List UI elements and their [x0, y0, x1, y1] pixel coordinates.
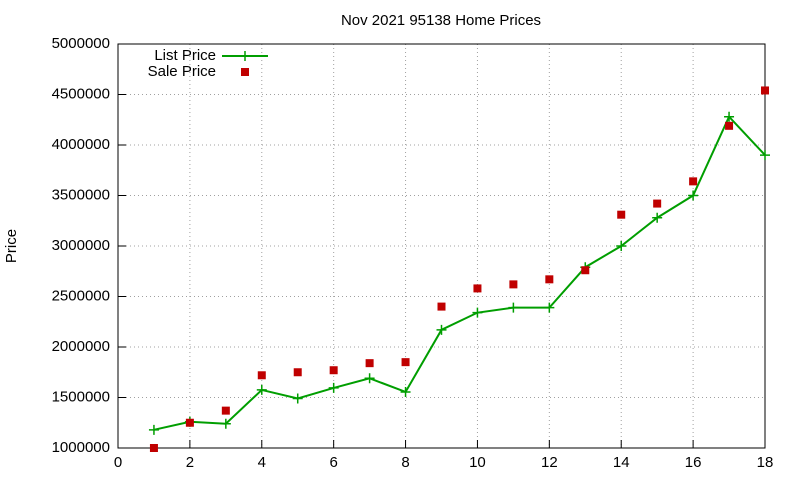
point-marker [329, 366, 338, 375]
x-tick-label: 14 [613, 454, 630, 471]
y-tick-label: 3000000 [52, 237, 110, 254]
x-tick-label: 16 [685, 454, 702, 471]
point-marker [544, 302, 555, 313]
point-marker [725, 121, 734, 130]
point-marker [509, 280, 518, 289]
chart-title: Nov 2021 95138 Home Prices [341, 12, 541, 29]
y-tick-label: 4000000 [52, 136, 110, 153]
legend-label: List Price [154, 47, 216, 64]
plot-border [117, 43, 766, 449]
point-marker [148, 424, 159, 435]
y-tick-label: 1500000 [52, 388, 110, 405]
point-marker [508, 302, 519, 313]
point-marker [292, 393, 303, 404]
x-tick-label: 12 [541, 454, 558, 471]
y-tick-label: 3500000 [52, 186, 110, 203]
point-marker [724, 111, 735, 122]
point-marker [293, 368, 302, 377]
x-tick-label: 8 [401, 454, 409, 471]
point-marker [436, 324, 447, 335]
point-marker [545, 275, 554, 284]
x-tick-label: 6 [329, 454, 337, 471]
legend-label: Sale Price [148, 63, 216, 80]
point-marker [328, 382, 339, 393]
point-marker [688, 190, 699, 201]
point-marker [616, 241, 627, 251]
y-tick-label: 2000000 [52, 338, 110, 355]
y-axis-label: Price [3, 229, 20, 263]
point-marker [437, 302, 446, 311]
point-marker [761, 86, 769, 95]
point-marker [220, 418, 231, 429]
x-tick-label: 18 [757, 454, 774, 471]
point-marker [760, 150, 770, 161]
point-marker [401, 358, 410, 367]
point-marker [473, 284, 482, 293]
legend-marker [241, 68, 249, 76]
x-tick-label: 0 [114, 454, 122, 471]
y-tick-label: 1000000 [52, 439, 110, 456]
point-marker [221, 406, 230, 415]
point-marker [617, 210, 626, 219]
series-line [153, 114, 766, 431]
y-tick-label: 5000000 [52, 35, 110, 52]
point-marker [256, 384, 267, 395]
point-marker [652, 212, 663, 223]
x-tick-label: 2 [186, 454, 194, 471]
point-marker [185, 418, 194, 427]
point-marker [257, 371, 266, 380]
legend-marker [240, 51, 250, 61]
point-marker [149, 444, 158, 452]
point-marker [400, 386, 411, 397]
point-marker [364, 373, 375, 384]
x-tick-label: 4 [258, 454, 266, 471]
point-marker [581, 266, 590, 275]
y-tick-label: 2500000 [52, 287, 110, 304]
x-tick-label: 10 [469, 454, 486, 471]
point-marker [689, 177, 698, 186]
point-marker [472, 307, 483, 318]
point-marker [653, 199, 662, 208]
point-marker [365, 359, 374, 368]
y-tick-label: 4500000 [52, 85, 110, 102]
